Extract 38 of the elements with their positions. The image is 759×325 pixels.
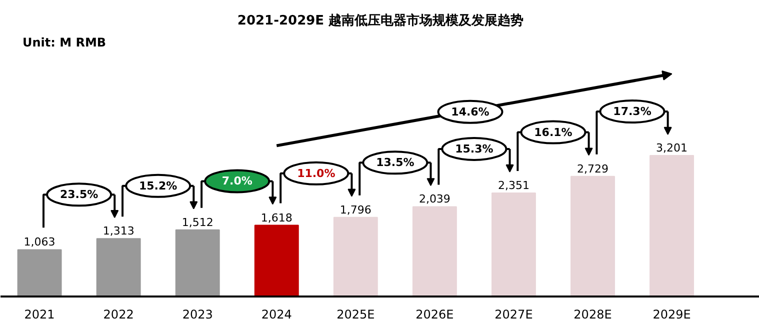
x-tick-label: 2029E	[652, 308, 691, 322]
annotation: 23.5%	[60, 188, 98, 202]
text: 14.6%	[451, 105, 490, 118]
x-tick-label: 2026E	[416, 308, 454, 322]
chart-title: 2021-2029E 越南低压电器市场规模及发展趋势	[237, 12, 524, 29]
annotation: 7.0%	[222, 174, 252, 188]
bar	[491, 192, 536, 296]
data-label: 2,351	[498, 178, 530, 192]
annotation: 15.2%	[139, 179, 178, 192]
text: 15.3%	[455, 142, 494, 156]
x-tick-label: 2021	[24, 308, 55, 322]
x-tick-label: 2024	[261, 308, 292, 322]
text: 17.3%	[613, 105, 652, 118]
data-label: 1,796	[340, 203, 372, 216]
x-tick-label: 2025E	[336, 308, 375, 322]
bar	[96, 238, 141, 296]
text: 16.1%	[534, 126, 572, 139]
x-tick-label: 2023	[182, 308, 213, 322]
bar	[650, 155, 694, 296]
chart-subtitle: Unit: M RMB	[22, 35, 106, 50]
bar	[570, 176, 615, 296]
annotation: 11.0%	[297, 166, 336, 180]
x-tick-label: 2027E	[494, 308, 533, 322]
bar	[17, 249, 62, 296]
x-tick-label: 2022	[103, 308, 134, 322]
data-label: 1,313	[102, 224, 134, 238]
data-label: 2,039	[418, 192, 450, 206]
annotation: 13.5%	[376, 156, 414, 170]
data-label: 2,729	[577, 162, 608, 176]
data-label: 1,512	[182, 216, 214, 229]
bar	[333, 216, 378, 296]
bar	[175, 229, 220, 296]
data-label: 3,201	[656, 142, 688, 155]
bar	[412, 206, 457, 296]
data-label: 1,063	[24, 236, 56, 249]
x-tick-label: 2028E	[574, 308, 612, 322]
bar	[254, 224, 299, 296]
data-label: 1,618	[260, 211, 292, 224]
